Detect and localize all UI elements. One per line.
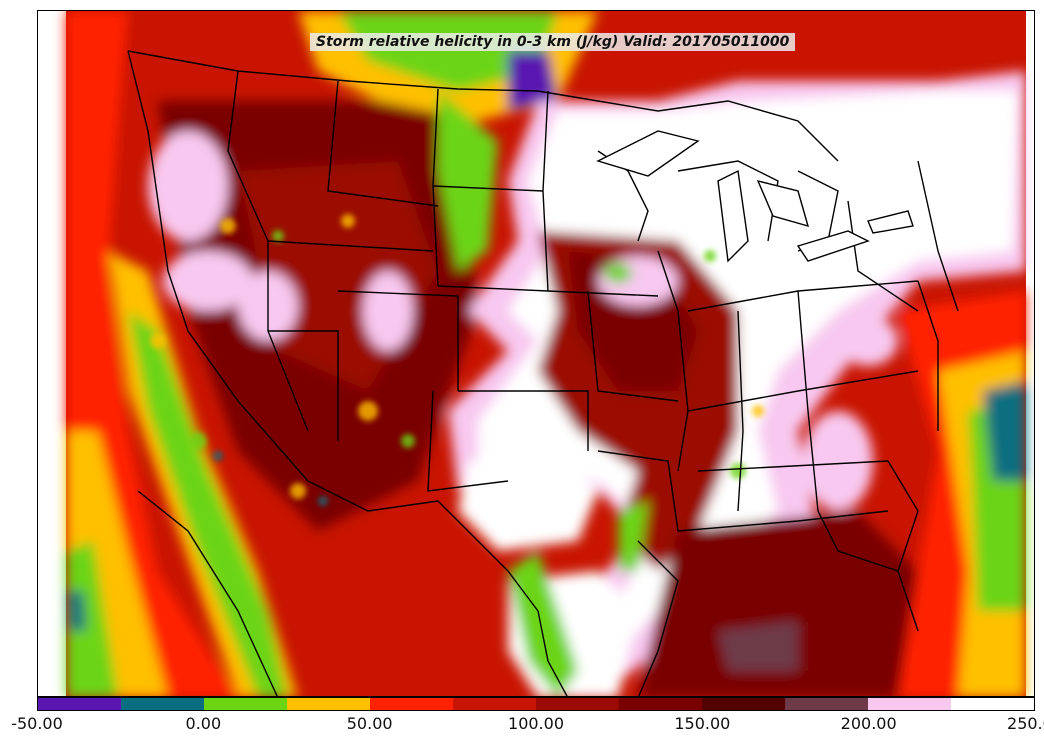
state-borders: [127, 50, 959, 696]
colorbar-tick-label: -50.00: [11, 714, 63, 733]
map-frame: Storm relative helicity in 0-3 km (J/kg)…: [37, 10, 1035, 697]
colorbar-segment: [287, 698, 370, 710]
colorbar-tick-label: 50.00: [346, 714, 393, 733]
colorbar-segment: [619, 698, 702, 710]
colorbar-tick-label: 100.00: [508, 714, 564, 733]
helicity-map: [38, 11, 1026, 696]
colorbar-segment: [453, 698, 536, 710]
helicity-field: [66, 11, 1026, 696]
colorbar-segment: [702, 698, 785, 710]
colorbar-tick-label: 150.00: [674, 714, 731, 733]
colorbar-segment: [868, 698, 951, 710]
colorbar-segment: [536, 698, 619, 710]
colorbar-segment: [951, 698, 1034, 710]
colorbar-segment: [370, 698, 453, 710]
colorbar-tick-label: 200.00: [840, 714, 897, 733]
great-lakes: [596, 130, 914, 263]
colorbar-segment: [38, 698, 121, 710]
colorbar-segment: [785, 698, 868, 710]
map-margin: [38, 11, 66, 696]
colorbar-segment: [204, 698, 287, 710]
colorbar-tick-label: 250.00: [1007, 714, 1044, 733]
colorbar-segment: [121, 698, 204, 710]
colorbar: [37, 697, 1035, 711]
map-title: Storm relative helicity in 0-3 km (J/kg)…: [310, 33, 796, 51]
field-texture: [150, 214, 764, 506]
colorbar-tick-label: 0.00: [185, 714, 222, 733]
